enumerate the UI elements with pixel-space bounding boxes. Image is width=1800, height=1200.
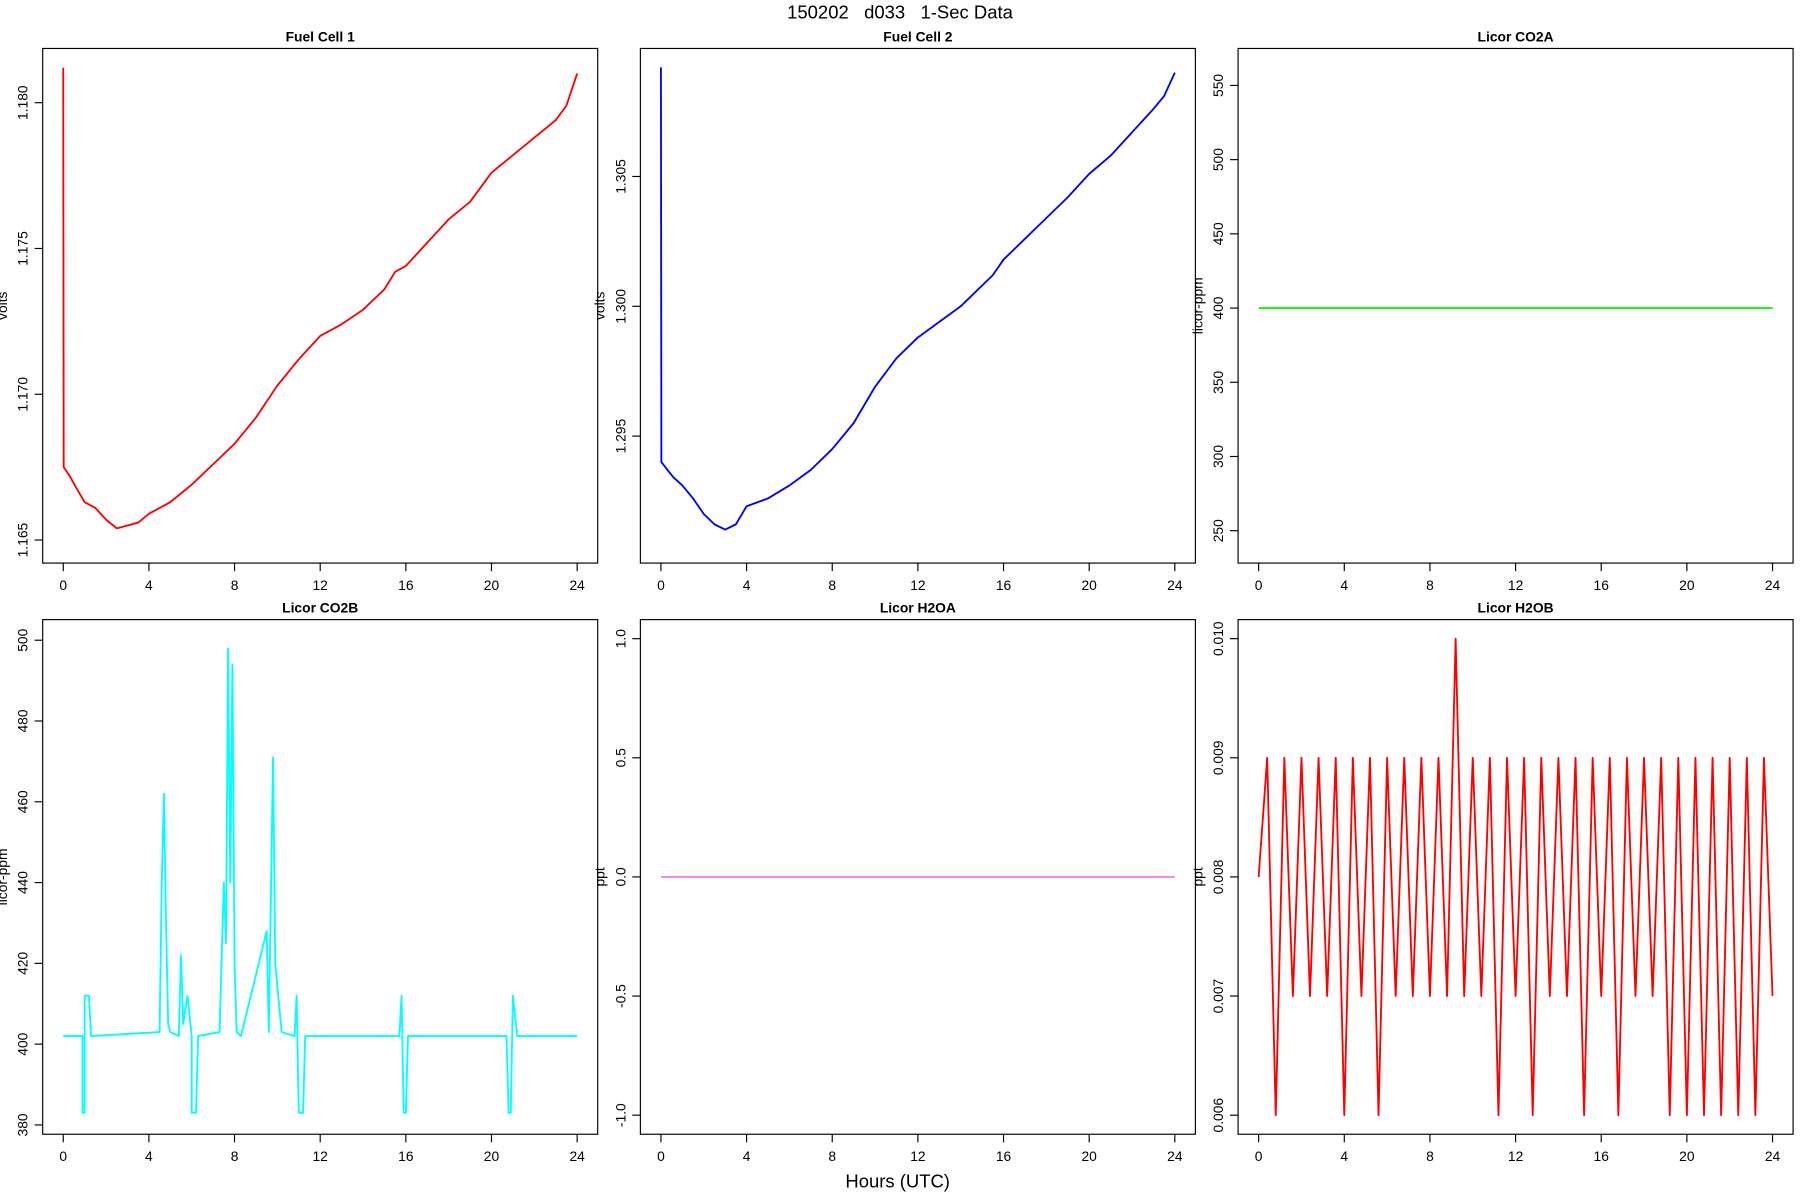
x-tick-label: 20: [1081, 577, 1097, 593]
y-tick-label: 1.305: [612, 159, 628, 194]
y-tick-label: 1.295: [612, 419, 628, 454]
data-line: [63, 647, 578, 1114]
y-tick-label: 1.165: [15, 522, 31, 557]
x-tick-label: 4: [145, 577, 153, 593]
y-tick-label: 500: [1210, 148, 1226, 171]
x-tick-label: 12: [910, 577, 925, 593]
panel-title: Fuel Cell 2: [883, 29, 952, 45]
y-tick-label: 300: [1210, 445, 1226, 468]
panel-title: Licor H2OA: [880, 600, 956, 616]
x-tick-label: 24: [1765, 577, 1781, 593]
y-axis-label: licor-ppm: [1189, 277, 1205, 334]
panel-title: Licor CO2A: [1478, 29, 1554, 45]
y-tick-label: 1.0: [612, 629, 628, 649]
y-tick-label: 460: [15, 790, 31, 813]
x-tick-label: 12: [1508, 577, 1523, 593]
x-tick-label: 8: [1426, 1148, 1434, 1164]
data-line: [62, 67, 579, 530]
plot-frame: [42, 47, 599, 564]
x-tick-label: 4: [1340, 577, 1348, 593]
x-tick-label: 8: [828, 1148, 836, 1164]
x-tick-label: 0: [1255, 1148, 1263, 1164]
plot-frame: [639, 619, 1196, 1135]
y-tick-label: 0.006: [1210, 1098, 1226, 1133]
y-tick-label: 380: [15, 1113, 31, 1136]
x-tick-label: 12: [312, 577, 327, 593]
y-tick-label: 0.008: [1210, 859, 1226, 894]
x-tick-label: 16: [1594, 577, 1610, 593]
x-tick-label: 4: [145, 1148, 153, 1164]
x-tick-label: 20: [1679, 1148, 1695, 1164]
x-tick-label: 24: [569, 577, 585, 593]
y-tick-label: 0.0: [612, 867, 628, 887]
plot-frame: [639, 47, 1196, 564]
y-tick-label: 250: [1210, 519, 1226, 542]
y-axis-label: volts: [0, 291, 10, 320]
x-tick-label: 8: [231, 1148, 239, 1164]
panel-title: Licor H2OB: [1478, 600, 1554, 616]
x-tick-label: 20: [484, 577, 500, 593]
x-tick-label: 24: [1765, 1148, 1781, 1164]
x-tick-label: 24: [1167, 577, 1183, 593]
y-axis-label: volts: [592, 291, 608, 320]
x-tick-label: 0: [657, 1148, 665, 1164]
x-tick-label: 0: [59, 1148, 67, 1164]
y-tick-label: 1.170: [15, 377, 31, 412]
x-tick-label: 16: [398, 1148, 414, 1164]
y-tick-label: 420: [15, 952, 31, 975]
x-tick-label: 16: [996, 1148, 1012, 1164]
x-axis-label: Hours (UTC): [845, 1171, 950, 1192]
y-tick-label: 0.010: [1210, 621, 1226, 656]
y-tick-label: 350: [1210, 370, 1226, 393]
y-tick-label: 450: [1210, 222, 1226, 245]
y-tick-label: 400: [1210, 296, 1226, 319]
plot-frame: [1237, 47, 1794, 564]
y-tick-label: -0.5: [612, 984, 628, 1008]
y-tick-label: 1.300: [612, 289, 628, 324]
y-tick-label: 480: [15, 709, 31, 732]
x-tick-label: 4: [1340, 1148, 1348, 1164]
x-tick-label: 24: [569, 1148, 585, 1164]
y-axis-label: ppt: [592, 867, 608, 886]
data-line: [660, 67, 1176, 531]
y-axis-label: ppt: [1189, 867, 1205, 886]
y-tick-label: 500: [15, 628, 31, 651]
y-tick-label: 1.180: [15, 85, 31, 120]
x-tick-label: 16: [1594, 1148, 1610, 1164]
x-tick-label: 12: [1508, 1148, 1523, 1164]
x-tick-label: 8: [1426, 577, 1434, 593]
x-tick-label: 16: [398, 577, 414, 593]
y-tick-label: 400: [15, 1032, 31, 1055]
data-line: [1257, 637, 1774, 1117]
page-title: 150202 d033 1-Sec Data: [787, 2, 1013, 23]
plot-frame: [42, 619, 599, 1135]
x-tick-label: 0: [59, 577, 67, 593]
x-tick-label: 0: [657, 577, 665, 593]
x-tick-label: 8: [828, 577, 836, 593]
y-tick-label: -1.0: [612, 1103, 628, 1127]
x-tick-label: 8: [231, 577, 239, 593]
x-tick-label: 4: [743, 577, 751, 593]
x-tick-label: 20: [1679, 577, 1695, 593]
x-tick-label: 0: [1255, 577, 1263, 593]
y-axis-label: licor-ppm: [0, 848, 10, 905]
y-tick-label: 0.5: [612, 748, 628, 768]
y-tick-label: 550: [1210, 74, 1226, 97]
panel-title: Fuel Cell 1: [286, 29, 355, 45]
x-tick-label: 12: [312, 1148, 327, 1164]
x-tick-label: 12: [910, 1148, 925, 1164]
y-tick-label: 440: [15, 871, 31, 894]
panel-title: Licor CO2B: [282, 600, 358, 616]
x-tick-label: 20: [1081, 1148, 1097, 1164]
x-tick-label: 24: [1167, 1148, 1183, 1164]
x-tick-label: 16: [996, 577, 1012, 593]
plot-frame: [1237, 619, 1794, 1135]
x-tick-label: 4: [743, 1148, 751, 1164]
y-tick-label: 0.007: [1210, 979, 1226, 1014]
y-tick-label: 1.175: [15, 231, 31, 266]
y-tick-label: 0.009: [1210, 740, 1226, 775]
x-tick-label: 20: [484, 1148, 500, 1164]
